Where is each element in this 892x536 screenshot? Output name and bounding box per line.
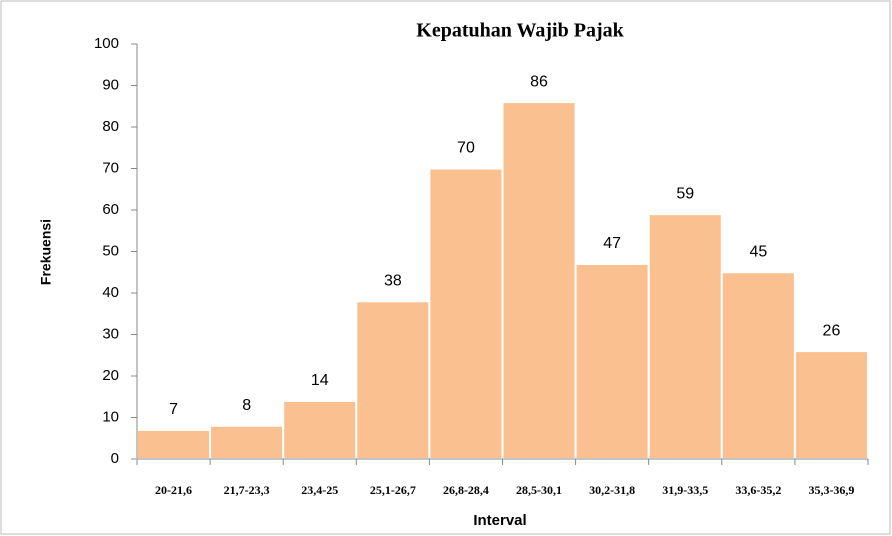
data-label: 59 [676,185,694,202]
data-label: 86 [530,73,548,90]
y-tick-label: 10 [102,408,119,425]
data-label: 47 [603,235,621,252]
bar [209,424,285,460]
x-tick-label: 30,2-31,8 [589,483,635,497]
bar [282,399,358,460]
y-tick-label: 50 [102,242,119,259]
data-label: 8 [242,397,251,414]
y-tick-label: 80 [102,118,119,135]
data-label: 7 [169,401,178,418]
data-label: 45 [749,243,767,260]
data-label: 38 [384,273,402,290]
bar [428,167,504,460]
data-label: 14 [311,372,329,389]
y-tick-label: 60 [102,201,119,218]
y-tick-label: 0 [111,450,119,467]
x-tick-label: 23,4-25 [301,483,338,497]
x-tick-label: 33,6-35,2 [735,483,781,497]
y-tick-label: 40 [102,284,119,301]
x-axis-label: Interval [473,512,526,529]
y-tick-label: 70 [102,159,119,176]
x-tick-label: 31,9-33,5 [662,483,708,497]
bar [501,101,577,460]
x-tick-label: 25,1-26,7 [370,483,416,497]
x-tick-label: 35,3-36,9 [808,483,854,497]
y-tick-label: 30 [102,325,119,342]
y-tick-label: 20 [102,367,119,384]
bar [720,271,796,460]
data-label: 26 [823,322,841,339]
x-tick-label: 26,8-28,4 [443,483,489,497]
x-tick-label: 28,5-30,1 [516,483,562,497]
bar [574,262,650,461]
x-tick-label: 20-21,6 [155,483,192,497]
bar [136,428,212,461]
y-axis-label: Frekuensi [38,219,54,285]
bar [355,300,431,460]
data-label: 70 [457,140,475,157]
y-tick-label: 90 [102,76,119,93]
x-tick-label: 21,7-23,3 [224,483,270,497]
bar [647,213,723,460]
y-tick-label: 100 [94,35,119,52]
chart-title: Kepatuhan Wajib Pajak [416,20,624,42]
bar [793,350,870,461]
